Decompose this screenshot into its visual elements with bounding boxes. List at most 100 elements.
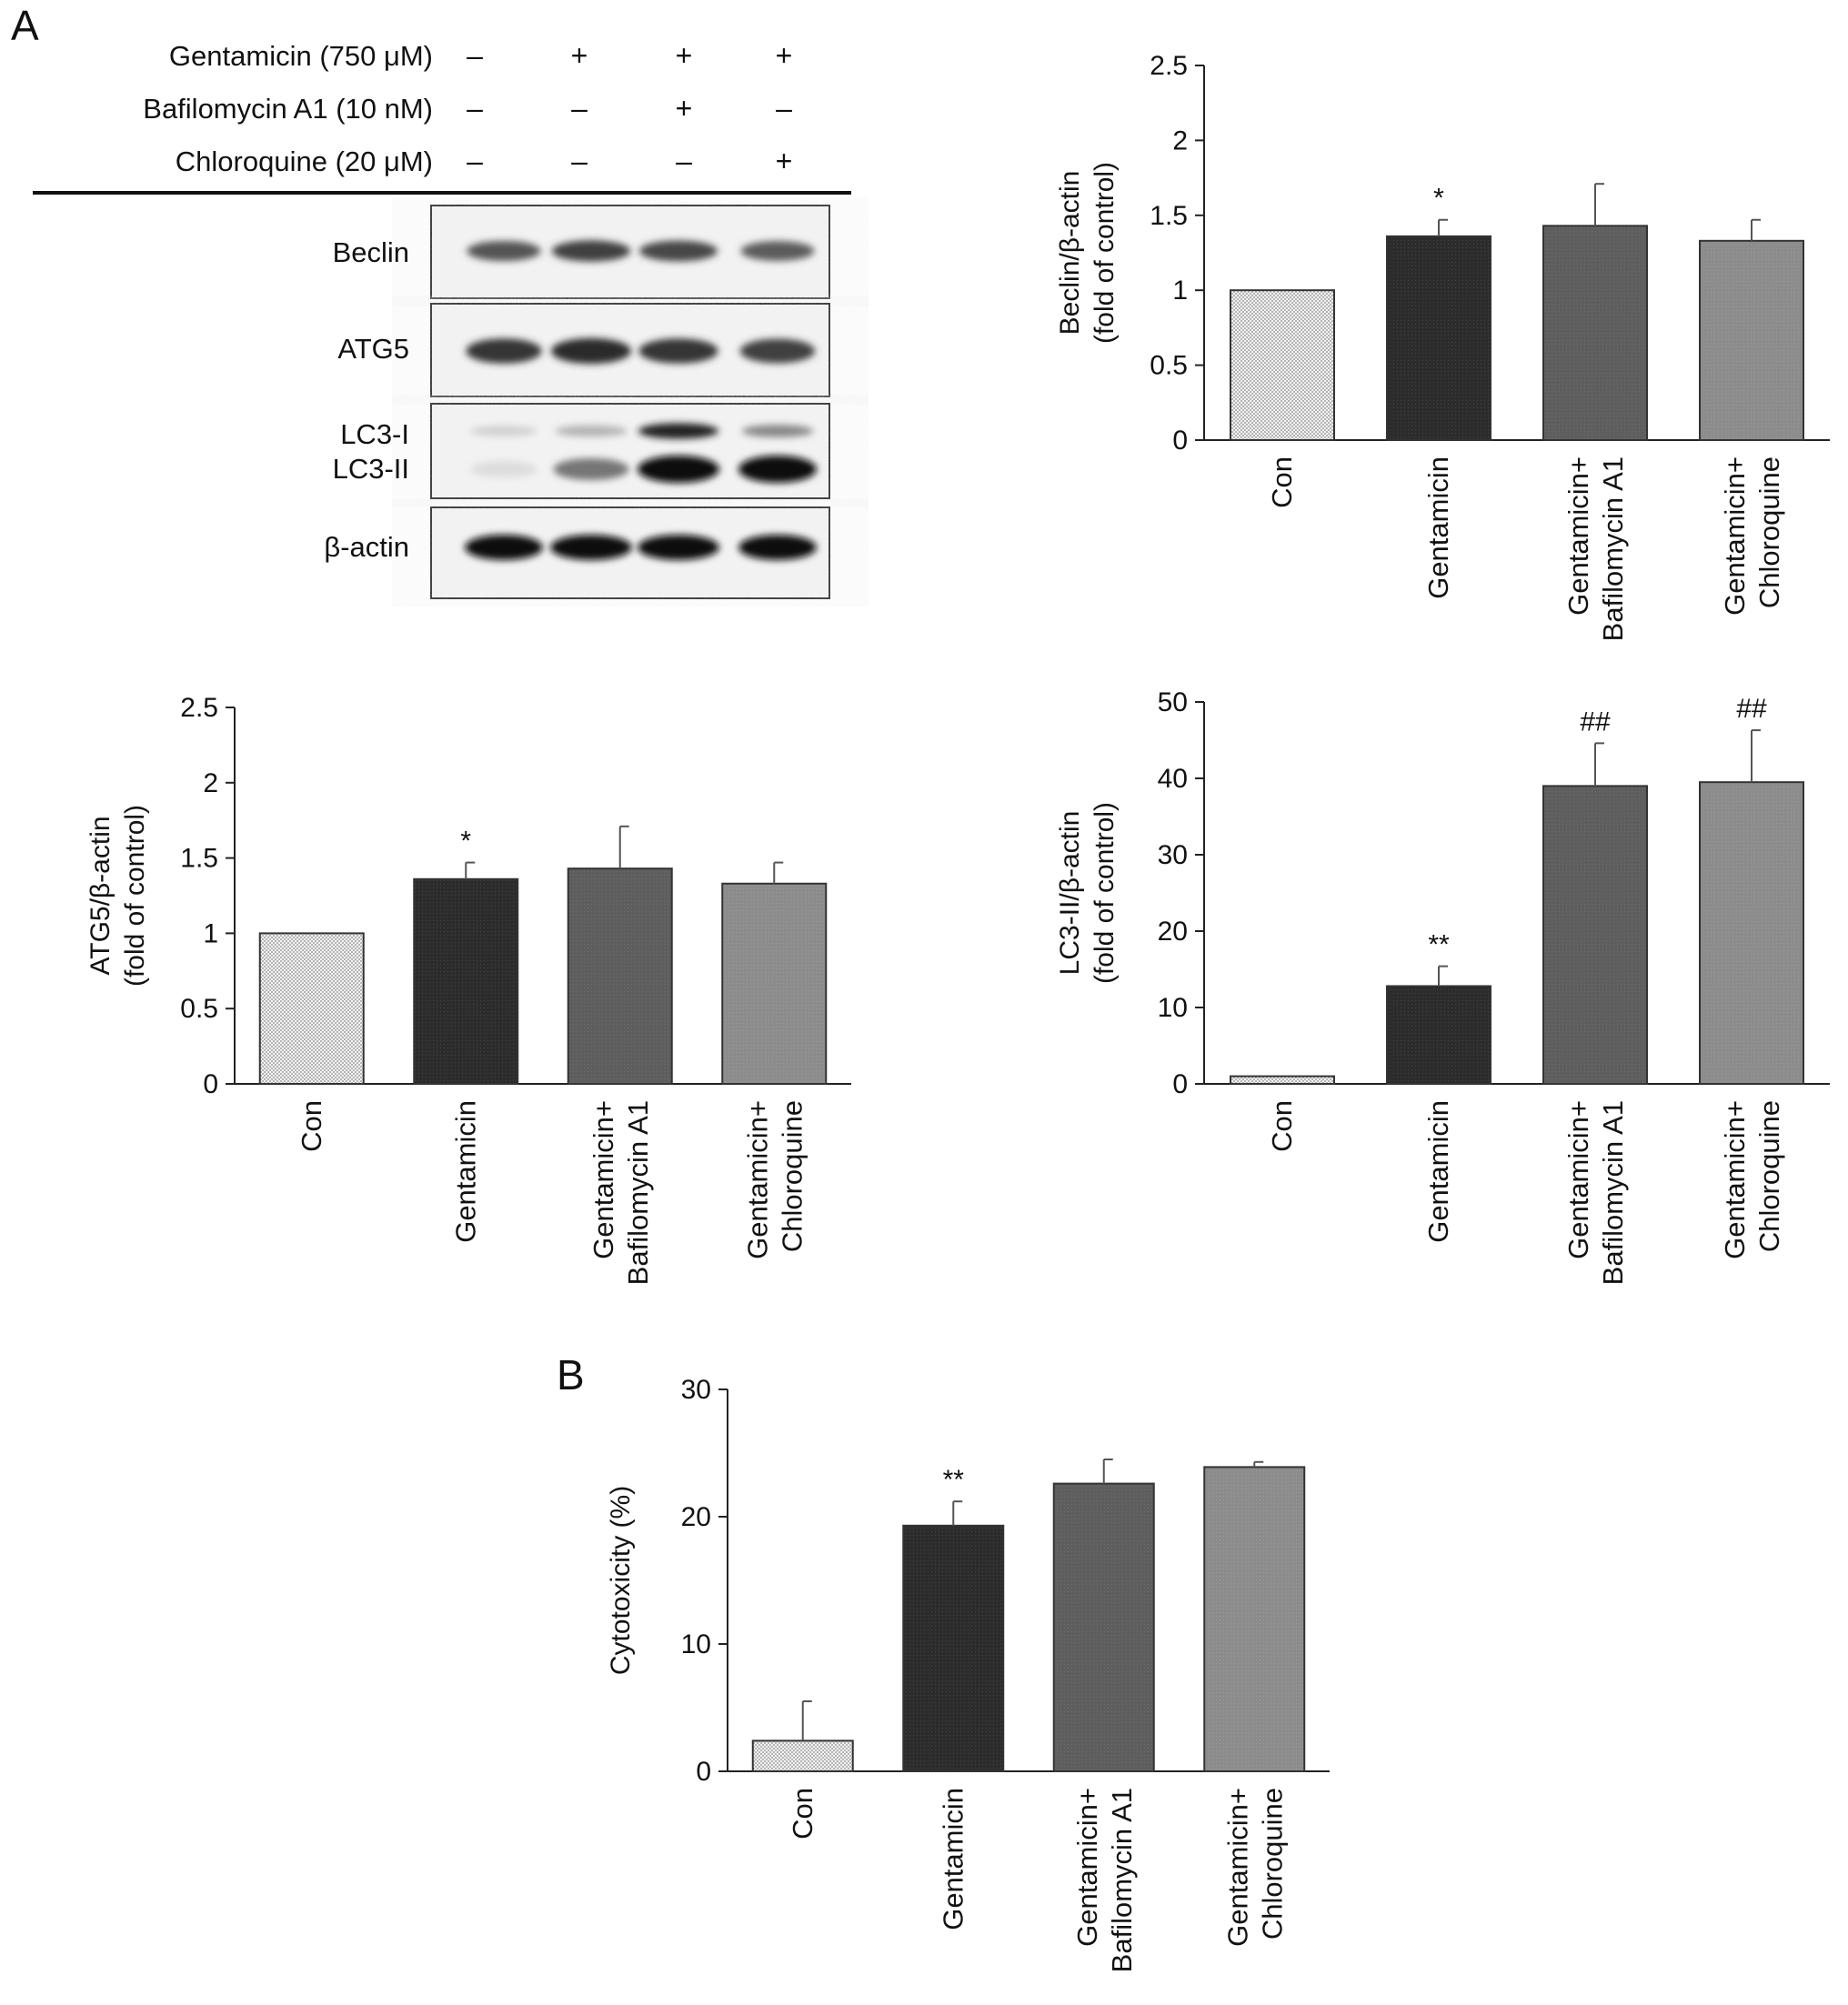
blot-band — [638, 535, 719, 560]
blot-panel: Beclin — [333, 205, 830, 299]
band-label: Beclin — [333, 236, 409, 268]
bar — [413, 877, 519, 1085]
x-category-label: Con — [1266, 1100, 1298, 1152]
bar — [1699, 781, 1804, 1085]
treatment-sign: – — [676, 145, 692, 177]
bar — [1230, 289, 1335, 442]
treatment-sign: – — [571, 92, 588, 125]
treatment-sign: – — [467, 145, 483, 177]
bar — [258, 932, 365, 1086]
y-tick-label: 0 — [696, 1757, 711, 1787]
y-tick-label: 0 — [203, 1069, 218, 1099]
x-category-label: Gentamicin — [1422, 456, 1454, 599]
significance-marker: * — [460, 827, 471, 857]
blot-band — [550, 535, 632, 560]
y-tick-label: 2 — [203, 768, 218, 798]
y-tick-label: 2 — [1172, 125, 1188, 155]
y-tick-label: 10 — [1158, 993, 1188, 1023]
blot-band — [555, 425, 628, 437]
bar — [902, 1524, 1005, 1773]
chart-lc3: 0 10 20 30 40 50 LC3-II/β-actin (fold of contro… — [1055, 687, 1830, 1285]
y-tick-label: 2.5 — [180, 693, 218, 723]
y-axis-title: ATG5/β-actin (fold of control) — [85, 805, 150, 987]
treatment-sign: – — [467, 92, 483, 125]
y-tick-label: 30 — [1158, 840, 1188, 870]
band-label: ATG5 — [337, 333, 409, 365]
blot-band — [469, 426, 538, 436]
x-category-label: Con — [296, 1100, 327, 1152]
y-tick-label: 50 — [1158, 687, 1188, 717]
treatment-label: Bafilomycin A1 (10 nM) — [143, 93, 433, 125]
bar — [721, 882, 828, 1086]
y-tick-label: 20 — [1158, 917, 1188, 947]
blot-band — [465, 535, 543, 560]
y-axis-title: LC3-II/β-actin (fold of control) — [1055, 802, 1120, 984]
blot-band — [738, 535, 817, 560]
x-category-label: Gentamicin+Chloroquine — [1221, 1788, 1288, 1947]
treatment-sign: + — [776, 145, 793, 177]
band-label: LC3-II — [333, 453, 409, 485]
bar — [1386, 985, 1491, 1085]
band-label: β-actin — [324, 531, 409, 563]
blot-band — [741, 425, 814, 437]
y-tick-label: 0 — [1172, 426, 1188, 456]
blot-panel: ATG5 — [337, 303, 830, 397]
bar — [1542, 225, 1648, 441]
significance-marker: ## — [1736, 694, 1767, 724]
significance-marker: ** — [943, 1465, 965, 1495]
blot-band — [551, 240, 631, 262]
y-tick-label: 0 — [1172, 1069, 1188, 1099]
blot-band — [466, 338, 542, 364]
blot-band — [470, 460, 537, 478]
significance-marker: ## — [1580, 707, 1611, 737]
bar — [1699, 239, 1804, 442]
x-category-label: Gentamicin+Chloroquine — [741, 1100, 808, 1259]
y-tick-label: 1 — [1172, 276, 1188, 306]
x-category-label: Gentamicin+Bafilomycin A1 — [1562, 1100, 1629, 1285]
y-axis-title: Beclin/β-actin (fold of control) — [1055, 162, 1120, 344]
bar — [1542, 785, 1648, 1086]
chart-atg5: 0 0.5 1 1.5 2 2.5 ATG5/β-actin (fold of control… — [85, 693, 851, 1285]
blot-band — [739, 338, 816, 364]
treatment-sign: – — [571, 145, 588, 177]
treatment-sign: – — [467, 39, 483, 72]
blot-band — [638, 240, 718, 262]
blot-band — [551, 337, 631, 365]
blot-panel: β-actin — [324, 506, 830, 599]
y-tick-label: 0.5 — [1150, 351, 1188, 381]
y-axis-title: Cytotoxicity (%) — [606, 1486, 636, 1675]
bar — [751, 1739, 854, 1773]
significance-marker: ** — [1428, 930, 1450, 960]
y-tick-label: 40 — [1158, 764, 1188, 794]
bar — [1386, 235, 1491, 442]
y-tick-label: 1.5 — [1150, 201, 1188, 231]
treatment-label: Chloroquine (20 μM) — [176, 145, 433, 177]
treatment-sign: – — [776, 92, 792, 125]
blot-band — [553, 458, 629, 480]
y-tick-label: 1 — [203, 918, 218, 948]
blot-band — [638, 423, 719, 439]
treatment-sign: + — [676, 39, 693, 72]
x-category-label: Gentamicin — [449, 1100, 481, 1243]
y-tick-label: 20 — [681, 1502, 711, 1532]
blot-band — [467, 240, 541, 262]
x-category-label: Gentamicin+Bafilomycin A1 — [588, 1100, 654, 1285]
x-category-label: Gentamicin — [937, 1788, 969, 1930]
y-tick-label: 10 — [681, 1629, 711, 1659]
panel-b-label: B — [557, 1351, 585, 1398]
bar — [1203, 1466, 1306, 1773]
blot-band — [738, 456, 817, 483]
band-label: LC3-I — [340, 418, 409, 450]
x-category-label: Gentamicin+Chloroquine — [1719, 456, 1785, 616]
panel-a-label: A — [11, 2, 39, 49]
treatment-sign: + — [776, 39, 793, 72]
x-category-label: Gentamicin+Bafilomycin A1 — [1562, 456, 1629, 641]
x-category-label: Gentamicin — [1422, 1100, 1454, 1243]
x-category-label: Gentamicin+Bafilomycin A1 — [1071, 1788, 1138, 1972]
bar — [1230, 1075, 1335, 1085]
x-category-label: Gentamicin+Chloroquine — [1719, 1100, 1785, 1259]
bar — [1052, 1482, 1155, 1772]
y-tick-label: 30 — [681, 1375, 711, 1405]
